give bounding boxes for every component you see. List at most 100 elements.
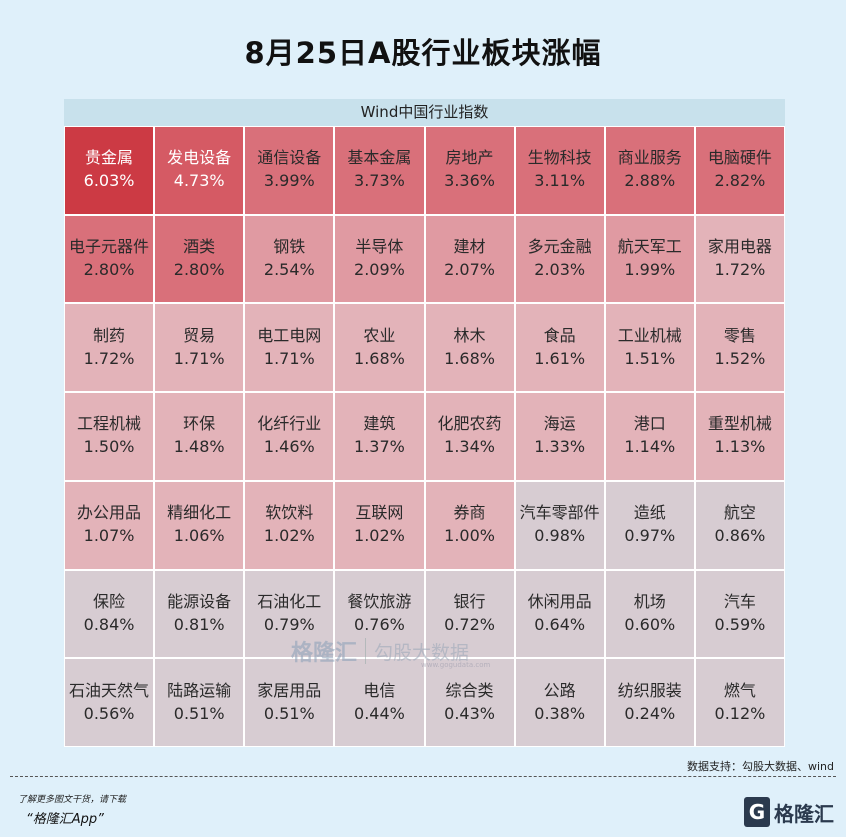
cell-sector-name: 港口 <box>633 414 666 434</box>
cell-change-value: 1.51% <box>624 348 676 368</box>
cell-sector-name: 房地产 <box>445 148 494 168</box>
heatmap-cell: 港口 1.14% <box>605 393 694 480</box>
cell-sector-name: 电子元器件 <box>69 237 150 257</box>
heatmap-cell: 零售 1.52% <box>695 304 784 392</box>
cell-change-value: 1.34% <box>444 437 495 457</box>
cell-change-value: 0.84% <box>83 614 135 634</box>
cell-change-value: 3.36% <box>444 171 495 191</box>
cell-change-value: 3.99% <box>263 171 315 191</box>
cell-sector-name: 能源设备 <box>167 591 232 611</box>
cell-sector-name: 多元金融 <box>527 237 592 257</box>
cell-sector-name: 银行 <box>453 591 486 611</box>
cell-sector-name: 航空 <box>723 503 756 523</box>
cell-sector-name: 化肥农药 <box>437 414 502 434</box>
cell-change-value: 6.03% <box>83 171 135 191</box>
cell-change-value: 0.51% <box>173 703 225 723</box>
heatmap-cell: 石油化工 0.79% <box>245 570 334 658</box>
heatmap-table: Wind中国行业指数 贵金属 6.03% 发电设备 4.73% 通信设备 3.99% 基本金… <box>64 99 785 747</box>
heatmap-cell: 基本金属 3.73% <box>335 127 424 214</box>
footer-divider <box>10 776 836 777</box>
cell-change-value: 2.03% <box>534 260 586 280</box>
cell-sector-name: 汽车 <box>723 591 756 611</box>
cell-sector-name: 化纤行业 <box>257 414 322 434</box>
cell-change-value: 1.48% <box>173 437 225 457</box>
cell-change-value: 0.51% <box>263 703 315 723</box>
cell-sector-name: 半导体 <box>355 237 404 257</box>
cell-change-value: 0.43% <box>444 703 495 723</box>
cell-change-value: 2.82% <box>714 171 766 191</box>
heatmap-cell: 发电设备 4.73% <box>155 127 244 214</box>
brand-icon: G <box>744 797 770 827</box>
brand-logo: G 格隆汇 <box>744 796 834 828</box>
cell-sector-name: 重型机械 <box>707 414 772 434</box>
cell-sector-name: 家用电器 <box>707 237 772 257</box>
heatmap-cell: 能源设备 0.81% <box>155 570 244 658</box>
cell-sector-name: 汽车零部件 <box>519 503 600 523</box>
heatmap-cell: 重型机械 1.13% <box>695 393 784 480</box>
cell-sector-name: 券商 <box>453 503 486 523</box>
heatmap-cell: 多元金融 2.03% <box>515 215 604 303</box>
heatmap-cell: 通信设备 3.99% <box>245 127 334 214</box>
cell-change-value: 0.60% <box>624 614 676 634</box>
cell-change-value: 3.11% <box>534 171 586 191</box>
cell-sector-name: 石油天然气 <box>69 680 150 700</box>
heatmap-cell: 生物科技 3.11% <box>515 127 604 214</box>
cell-sector-name: 石油化工 <box>257 591 322 611</box>
heatmap-cell: 建材 2.07% <box>425 215 514 303</box>
heatmap-cell: 农业 1.68% <box>335 304 424 392</box>
cell-change-value: 0.72% <box>444 614 495 634</box>
cell-sector-name: 海运 <box>543 414 576 434</box>
heatmap-cell: 电工电网 1.71% <box>245 304 334 392</box>
brand-text: 格隆汇 <box>774 801 834 826</box>
heatmap-cell: 造纸 0.97% <box>605 481 694 569</box>
heatmap-cell: 银行 0.72% <box>425 570 514 658</box>
cell-sector-name: 农业 <box>363 325 396 345</box>
heatmap-cell: 贸易 1.71% <box>155 304 244 392</box>
heatmap-cell: 商业服务 2.88% <box>605 127 694 214</box>
cell-change-value: 1.71% <box>263 348 315 368</box>
heatmap-cell: 机场 0.60% <box>605 570 694 658</box>
cell-sector-name: 休闲用品 <box>527 591 592 611</box>
heatmap-cell: 电子元器件 2.80% <box>65 215 154 303</box>
cell-change-value: 1.71% <box>173 348 225 368</box>
heatmap-cell: 海运 1.33% <box>515 393 604 480</box>
heatmap-cell: 综合类 0.43% <box>425 659 514 746</box>
chart-title: 8月25日A股行业板块涨幅 <box>244 36 602 70</box>
heatmap-cell: 办公用品 1.07% <box>65 481 154 569</box>
footer-note: 了解更多图文干货，请下载 <box>18 795 127 805</box>
heatmap-cell: 餐饮旅游 0.76% <box>335 570 424 658</box>
cell-change-value: 2.80% <box>83 260 135 280</box>
heatmap-cell: 公路 0.38% <box>515 659 604 746</box>
cell-change-value: 0.76% <box>354 614 405 634</box>
cell-change-value: 1.46% <box>263 437 315 457</box>
cell-change-value: 0.38% <box>534 703 586 723</box>
cell-change-value: 1.02% <box>263 526 315 546</box>
heatmap-cell: 券商 1.00% <box>425 481 514 569</box>
cell-sector-name: 航天军工 <box>617 237 682 257</box>
heatmap-cell: 软饮料 1.02% <box>245 481 334 569</box>
cell-change-value: 2.07% <box>444 260 495 280</box>
cell-change-value: 1.50% <box>83 437 135 457</box>
cell-change-value: 0.86% <box>714 526 766 546</box>
cell-sector-name: 互联网 <box>355 503 404 523</box>
cell-sector-name: 建筑 <box>363 414 396 434</box>
cell-change-value: 0.12% <box>714 703 766 723</box>
cell-sector-name: 家居用品 <box>257 680 322 700</box>
cell-sector-name: 林木 <box>453 325 486 345</box>
heatmap-cell: 汽车 0.59% <box>695 570 784 658</box>
cell-change-value: 3.73% <box>354 171 405 191</box>
heatmap-cell: 电信 0.44% <box>335 659 424 746</box>
heatmap-cell: 工程机械 1.50% <box>65 393 154 480</box>
cell-change-value: 1.13% <box>714 437 766 457</box>
heatmap-cell: 贵金属 6.03% <box>65 127 154 214</box>
data-source: 数据支持：勾股大数据、wind <box>686 760 834 773</box>
cell-change-value: 0.56% <box>83 703 135 723</box>
cell-change-value: 1.68% <box>354 348 405 368</box>
cell-change-value: 2.80% <box>173 260 225 280</box>
heatmap-cell: 燃气 0.12% <box>695 659 784 746</box>
cell-sector-name: 精细化工 <box>167 503 232 523</box>
heatmap-cell: 航空 0.86% <box>695 481 784 569</box>
cell-change-value: 0.64% <box>534 614 586 634</box>
cell-sector-name: 机场 <box>633 591 666 611</box>
heatmap-cell: 保险 0.84% <box>65 570 154 658</box>
